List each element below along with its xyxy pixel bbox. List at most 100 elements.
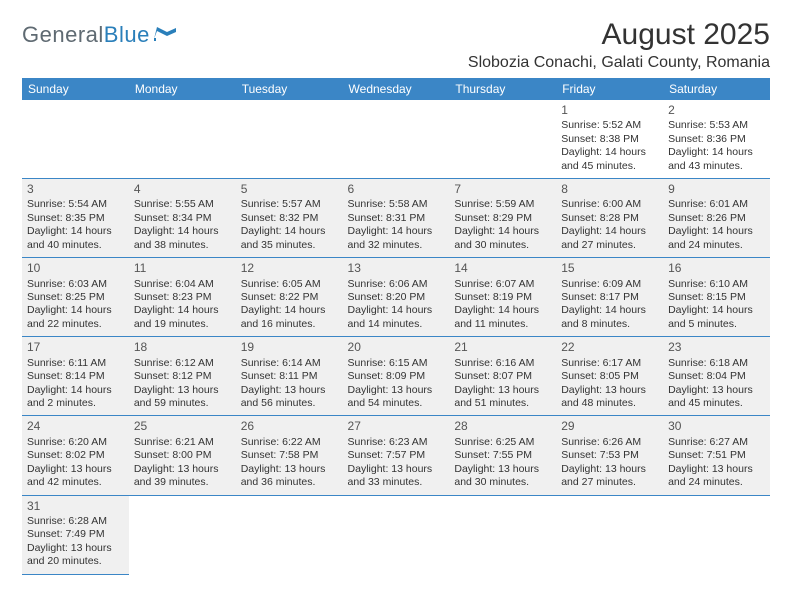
daylight-text: Daylight: 14 hours — [348, 225, 445, 238]
sunrise-text: Sunrise: 6:18 AM — [668, 357, 765, 370]
day-number: 17 — [27, 340, 124, 355]
weekday-header: Tuesday — [236, 78, 343, 100]
daylight-text: Daylight: 13 hours — [561, 384, 658, 397]
sunset-text: Sunset: 8:29 PM — [454, 212, 551, 225]
sunrise-text: Sunrise: 6:10 AM — [668, 278, 765, 291]
daylight-text: and 30 minutes. — [454, 476, 551, 489]
daylight-text: and 45 minutes. — [561, 160, 658, 173]
daylight-text: Daylight: 13 hours — [454, 463, 551, 476]
calendar-cell: 10Sunrise: 6:03 AMSunset: 8:25 PMDayligh… — [22, 258, 129, 337]
calendar-cell: 30Sunrise: 6:27 AMSunset: 7:51 PMDayligh… — [663, 416, 770, 495]
sunset-text: Sunset: 8:36 PM — [668, 133, 765, 146]
calendar-cell: 11Sunrise: 6:04 AMSunset: 8:23 PMDayligh… — [129, 258, 236, 337]
daylight-text: and 20 minutes. — [27, 555, 124, 568]
daylight-text: and 16 minutes. — [241, 318, 338, 331]
calendar-cell: 7Sunrise: 5:59 AMSunset: 8:29 PMDaylight… — [449, 179, 556, 258]
day-number: 1 — [561, 103, 658, 118]
calendar-cell: 5Sunrise: 5:57 AMSunset: 8:32 PMDaylight… — [236, 179, 343, 258]
day-number: 14 — [454, 261, 551, 276]
day-number: 11 — [134, 261, 231, 276]
daylight-text: Daylight: 14 hours — [561, 304, 658, 317]
calendar-cell: 14Sunrise: 6:07 AMSunset: 8:19 PMDayligh… — [449, 258, 556, 337]
sunrise-text: Sunrise: 6:12 AM — [134, 357, 231, 370]
calendar-cell: 21Sunrise: 6:16 AMSunset: 8:07 PMDayligh… — [449, 337, 556, 416]
sunrise-text: Sunrise: 5:58 AM — [348, 198, 445, 211]
sunset-text: Sunset: 8:05 PM — [561, 370, 658, 383]
sunset-text: Sunset: 8:22 PM — [241, 291, 338, 304]
calendar-cell: 18Sunrise: 6:12 AMSunset: 8:12 PMDayligh… — [129, 337, 236, 416]
weekday-header: Wednesday — [343, 78, 450, 100]
calendar-cell — [236, 495, 343, 574]
day-number: 27 — [348, 419, 445, 434]
sunset-text: Sunset: 8:23 PM — [134, 291, 231, 304]
weekday-header: Thursday — [449, 78, 556, 100]
day-number: 26 — [241, 419, 338, 434]
sunrise-text: Sunrise: 6:20 AM — [27, 436, 124, 449]
day-number: 3 — [27, 182, 124, 197]
calendar-row: 17 Sunrise: 6:11 AMSunset: 8:14 PM Dayligh… — [22, 337, 770, 416]
daylight-text: and 24 minutes. — [668, 476, 765, 489]
daylight-text: and 27 minutes. — [561, 239, 658, 252]
calendar-cell: 1Sunrise: 5:52 AMSunset: 8:38 PMDaylight… — [556, 100, 663, 179]
daylight-text: Daylight: 13 hours — [348, 463, 445, 476]
calendar-cell: 22Sunrise: 6:17 AMSunset: 8:05 PMDayligh… — [556, 337, 663, 416]
sunrise-text: Sunrise: 6:26 AM — [561, 436, 658, 449]
calendar-row: 31Sunrise: 6:28 AMSunset: 7:49 PMDayligh… — [22, 495, 770, 574]
daylight-text: Daylight: 14 hours — [668, 225, 765, 238]
sunrise-text: Sunrise: 5:57 AM — [241, 198, 338, 211]
daylight-text: and 22 minutes. — [27, 318, 124, 331]
calendar-cell: 23Sunrise: 6:18 AMSunset: 8:04 PMDayligh… — [663, 337, 770, 416]
daylight-text: Daylight: 14 hours — [241, 225, 338, 238]
flag-icon — [154, 25, 180, 46]
daylight-text: Daylight: 13 hours — [241, 463, 338, 476]
day-number: 16 — [668, 261, 765, 276]
sunrise-text: Sunrise: 6:00 AM — [561, 198, 658, 211]
sunrise-text: Sunrise: 6:04 AM — [134, 278, 231, 291]
calendar-cell: 15Sunrise: 6:09 AMSunset: 8:17 PMDayligh… — [556, 258, 663, 337]
sunset-text: Sunset: 7:53 PM — [561, 449, 658, 462]
sunrise-text: Sunrise: 6:27 AM — [668, 436, 765, 449]
day-number: 9 — [668, 182, 765, 197]
day-number: 5 — [241, 182, 338, 197]
sunset-text: Sunset: 8:25 PM — [27, 291, 124, 304]
weekday-header: Monday — [129, 78, 236, 100]
sunset-text: Sunset: 8:26 PM — [668, 212, 765, 225]
daylight-text: Daylight: 13 hours — [241, 384, 338, 397]
day-number: 30 — [668, 419, 765, 434]
sunset-text: Sunset: 8:28 PM — [561, 212, 658, 225]
sunset-text: Sunset: 8:35 PM — [27, 212, 124, 225]
calendar-cell: 19Sunrise: 6:14 AMSunset: 8:11 PMDayligh… — [236, 337, 343, 416]
calendar-row: 1Sunrise: 5:52 AMSunset: 8:38 PMDaylight… — [22, 100, 770, 179]
daylight-text: Daylight: 13 hours — [668, 384, 765, 397]
weekday-header: Saturday — [663, 78, 770, 100]
sunset-text: Sunset: 8:31 PM — [348, 212, 445, 225]
page-title: August 2025 — [468, 18, 770, 52]
sunset-text: Sunset: 8:17 PM — [561, 291, 658, 304]
sunset-text: Sunset: 8:20 PM — [348, 291, 445, 304]
sunset-text: Sunset: 8:09 PM — [348, 370, 445, 383]
sunrise-text: Sunrise: 6:07 AM — [454, 278, 551, 291]
daylight-text: and 32 minutes. — [348, 239, 445, 252]
day-number: 25 — [134, 419, 231, 434]
sunset-text: Sunset: 8:07 PM — [454, 370, 551, 383]
daylight-text: and 39 minutes. — [134, 476, 231, 489]
sunset-text: Sunset: 8:38 PM — [561, 133, 658, 146]
sunset-text: Sunset: 8:14 PM — [27, 370, 124, 383]
day-number: 7 — [454, 182, 551, 197]
sunrise-text: Sunrise: 5:54 AM — [27, 198, 124, 211]
sunset-text: Sunset: 8:34 PM — [134, 212, 231, 225]
daylight-text: Daylight: 14 hours — [348, 304, 445, 317]
daylight-text: Daylight: 14 hours — [561, 225, 658, 238]
daylight-text: and 56 minutes. — [241, 397, 338, 410]
sunrise-text: Sunrise: 6:15 AM — [348, 357, 445, 370]
calendar-table: Sunday Monday Tuesday Wednesday Thursday… — [22, 78, 770, 575]
daylight-text: Daylight: 13 hours — [27, 542, 124, 555]
day-number: 12 — [241, 261, 338, 276]
daylight-text: and 48 minutes. — [561, 397, 658, 410]
calendar-cell — [343, 495, 450, 574]
daylight-text: and 30 minutes. — [454, 239, 551, 252]
daylight-text: Daylight: 14 hours — [27, 304, 124, 317]
sunrise-text: Sunrise: 6:11 AM — [27, 357, 124, 370]
daylight-text: and 8 minutes. — [561, 318, 658, 331]
day-number: 24 — [27, 419, 124, 434]
